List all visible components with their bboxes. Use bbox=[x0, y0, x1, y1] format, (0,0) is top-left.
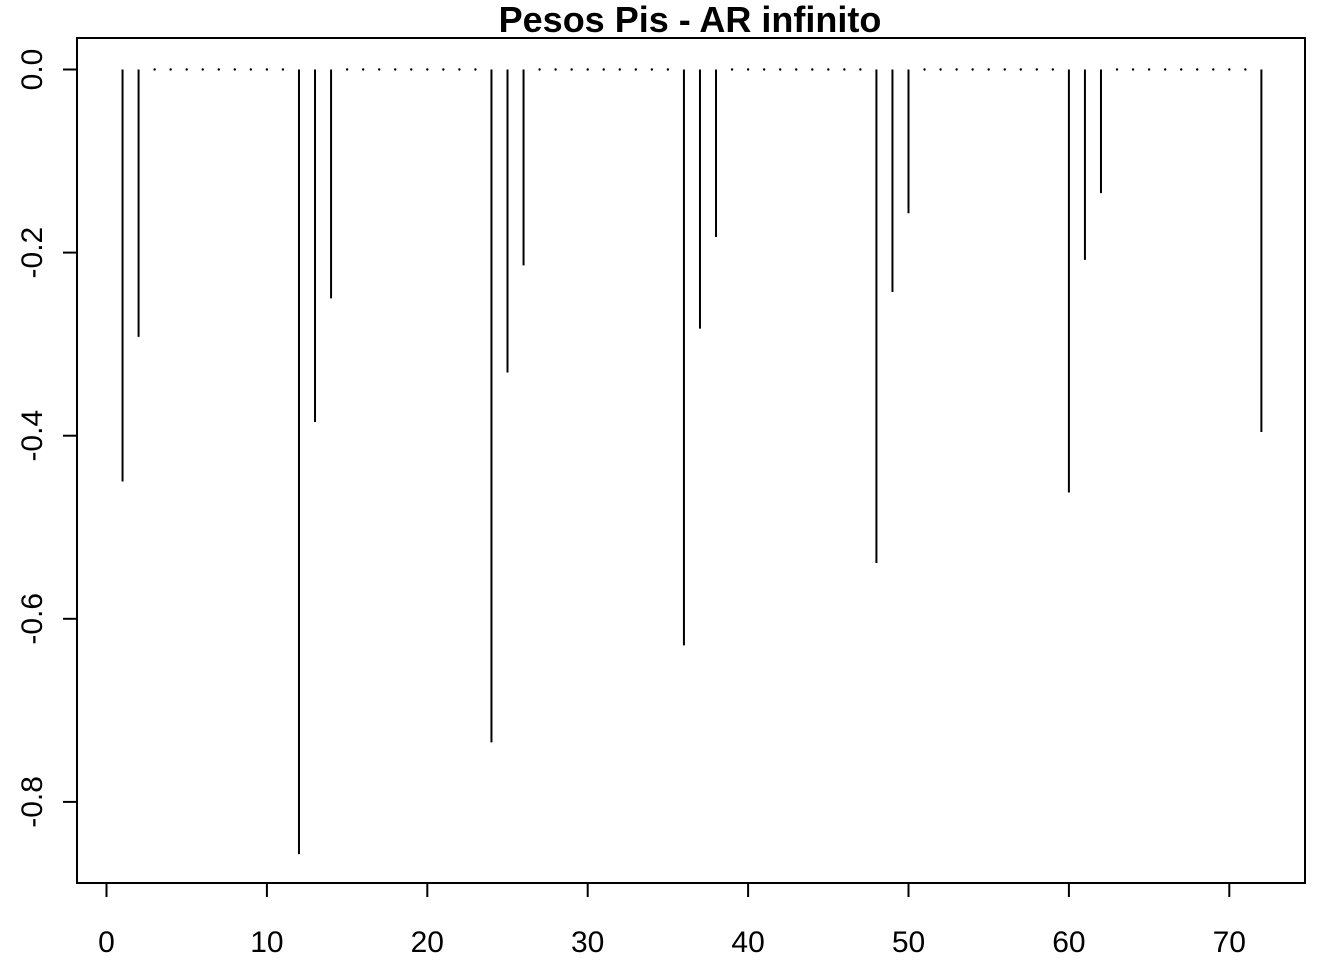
zero-point bbox=[1228, 68, 1231, 71]
x-tick-label: 50 bbox=[892, 926, 925, 959]
x-tick-label: 30 bbox=[571, 926, 604, 959]
zero-point bbox=[169, 68, 172, 71]
zero-point bbox=[410, 68, 413, 71]
zero-point bbox=[474, 68, 477, 71]
zero-point bbox=[666, 68, 670, 71]
y-tick-label: -0.2 bbox=[16, 227, 49, 279]
zero-point bbox=[1179, 68, 1183, 71]
plot-frame bbox=[76, 37, 1306, 884]
zero-point bbox=[1196, 68, 1199, 71]
zero-point bbox=[827, 68, 830, 71]
chart-title: Pesos Pis - AR infinito bbox=[499, 0, 882, 40]
zero-point bbox=[762, 68, 766, 71]
zero-point bbox=[602, 68, 605, 71]
x-tick-label: 10 bbox=[250, 926, 283, 959]
zero-point bbox=[1051, 68, 1055, 71]
zero-point bbox=[361, 68, 365, 71]
zero-point bbox=[458, 68, 461, 71]
zero-point bbox=[538, 68, 541, 71]
zero-point bbox=[939, 68, 942, 71]
zero-point bbox=[1147, 68, 1151, 71]
zero-point bbox=[153, 68, 156, 71]
zero-point bbox=[1212, 68, 1215, 71]
zero-point bbox=[1003, 68, 1006, 71]
zero-point bbox=[778, 68, 782, 71]
x-tick-label: 40 bbox=[731, 926, 764, 959]
zero-point bbox=[217, 68, 220, 71]
zero-point bbox=[586, 68, 589, 71]
zero-point bbox=[442, 68, 445, 71]
zero-point bbox=[859, 68, 862, 71]
zero-point bbox=[570, 68, 573, 71]
zero-point bbox=[265, 68, 269, 71]
y-tick-label: -0.4 bbox=[16, 410, 49, 462]
zero-point bbox=[795, 68, 798, 71]
y-tick-label: -0.8 bbox=[16, 776, 49, 828]
zero-point bbox=[746, 68, 750, 71]
x-tick-label: 20 bbox=[411, 926, 444, 959]
zero-point bbox=[201, 68, 204, 71]
zero-point bbox=[843, 68, 846, 71]
x-axis: 0 10 20 30 40 50 60 70 bbox=[98, 882, 1246, 959]
zero-point bbox=[377, 68, 381, 71]
zero-point bbox=[1115, 68, 1119, 71]
zero-point bbox=[1035, 68, 1039, 71]
zero-point bbox=[987, 68, 990, 71]
data-spikes bbox=[121, 69, 1263, 855]
y-tick-label: -0.6 bbox=[16, 593, 49, 645]
zero-point bbox=[394, 68, 397, 71]
zero-point bbox=[185, 68, 188, 71]
zero-point bbox=[923, 68, 926, 71]
zero-point bbox=[634, 68, 638, 71]
zero-point bbox=[971, 68, 974, 71]
zero-point bbox=[955, 68, 958, 71]
y-tick-label: 0.0 bbox=[16, 49, 49, 91]
zero-point bbox=[811, 68, 814, 71]
zero-point bbox=[1244, 68, 1247, 71]
zero-point bbox=[1131, 68, 1135, 71]
y-axis: 0.0 -0.2 -0.4 -0.6 -0.8 bbox=[16, 49, 78, 828]
zero-point bbox=[249, 68, 253, 71]
x-tick-label: 70 bbox=[1213, 926, 1246, 959]
zero-point bbox=[281, 68, 285, 71]
x-tick-label: 60 bbox=[1052, 926, 1085, 959]
zero-point bbox=[233, 68, 237, 71]
zero-point bbox=[426, 68, 429, 71]
zero-point bbox=[730, 68, 734, 71]
zero-point bbox=[1019, 68, 1022, 71]
zero-point bbox=[554, 68, 557, 71]
zero-point bbox=[345, 68, 349, 71]
x-tick-label: 0 bbox=[98, 926, 115, 959]
zero-point bbox=[650, 68, 654, 71]
zero-point bbox=[1163, 68, 1167, 71]
zero-point bbox=[618, 68, 621, 71]
zero-baseline bbox=[153, 68, 1247, 71]
